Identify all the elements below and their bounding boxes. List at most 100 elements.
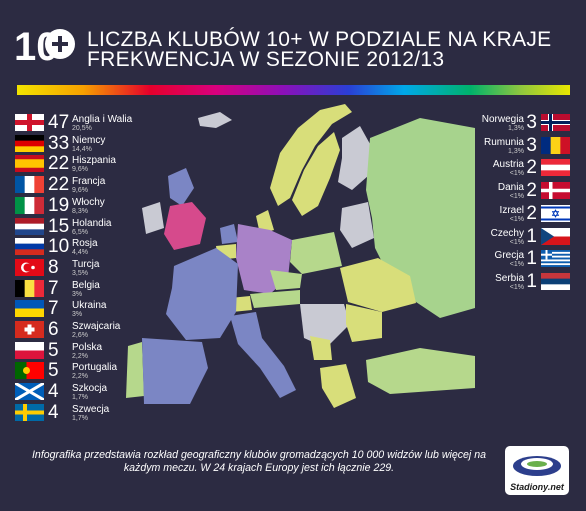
share-percent: 6,5% bbox=[72, 228, 88, 236]
country-row-ukraina: 7 Ukraina 3% bbox=[15, 298, 165, 320]
country-row-polska: 5 Polska 2,2% bbox=[15, 339, 165, 361]
country-row-serbia: 1 Serbia <1% bbox=[420, 272, 570, 291]
share-percent: 8,3% bbox=[72, 207, 88, 215]
country-row-portugalia: 5 Portugalia 2,2% bbox=[15, 360, 165, 382]
country-name: Czechy bbox=[490, 227, 524, 239]
club-count: 3 bbox=[526, 134, 537, 156]
page-title: LICZBA KLUBÓW 10+ W PODZIALE NA KRAJE bbox=[87, 28, 552, 51]
map-england bbox=[164, 202, 206, 250]
country-row-turcja: 8 Turcja 3,5% bbox=[15, 258, 165, 277]
share-percent: 4,4% bbox=[72, 249, 88, 257]
share-percent: 20,5% bbox=[72, 125, 92, 132]
club-count: 22 bbox=[48, 153, 70, 175]
country-name: Portugalia bbox=[72, 362, 118, 374]
country-row-holandia: 15 Holandia 6,5% bbox=[15, 215, 165, 237]
map-czech bbox=[270, 270, 302, 290]
country-name: Austria bbox=[492, 159, 524, 171]
country-name: Norwegia bbox=[481, 114, 524, 125]
flag-israel-icon bbox=[541, 204, 570, 222]
club-count: 2 bbox=[526, 202, 537, 224]
club-count: 33 bbox=[48, 132, 70, 154]
map-france bbox=[166, 248, 238, 340]
country-row-norwegia: 3 Norwegia 1,3% bbox=[420, 112, 570, 133]
share-percent: 1,7% bbox=[72, 394, 88, 402]
map-baltics bbox=[340, 202, 374, 248]
map-turkey bbox=[366, 348, 475, 394]
country-name: Ukraina bbox=[72, 300, 107, 312]
map-austria bbox=[250, 290, 300, 308]
country-row-belgia: 7 Belgia 3% bbox=[15, 277, 165, 299]
map-denmark bbox=[256, 210, 274, 234]
club-count: 2 bbox=[526, 180, 537, 202]
club-count: 15 bbox=[48, 215, 70, 237]
rainbow-bar bbox=[17, 85, 570, 95]
flag-portugal-icon bbox=[15, 362, 44, 380]
share-percent: 1,3% bbox=[508, 147, 524, 155]
flag-switzerland-icon bbox=[15, 321, 44, 338]
stadiony-logo bbox=[505, 446, 569, 495]
club-count: 2 bbox=[526, 157, 537, 179]
map-scotland bbox=[168, 168, 194, 206]
share-percent: <1% bbox=[509, 215, 524, 223]
country-row-szwecja: 4 Szwecja 1,7% bbox=[15, 401, 165, 423]
flag-poland-icon bbox=[15, 341, 44, 359]
country-row-dania: 2 Dania <1% bbox=[420, 180, 570, 202]
club-count: 7 bbox=[48, 298, 59, 320]
map-iceland bbox=[198, 112, 232, 128]
club-count: 10 bbox=[48, 236, 70, 258]
country-row-wlochy: 19 Włochy 8,3% bbox=[15, 194, 165, 216]
flag-netherlands-icon bbox=[15, 217, 44, 235]
map-italy bbox=[230, 312, 296, 398]
share-percent: 1,7% bbox=[72, 414, 88, 422]
share-percent: <1% bbox=[509, 170, 524, 178]
share-percent: 2,2% bbox=[72, 373, 88, 381]
country-name: Niemcy bbox=[72, 134, 106, 146]
flag-norway-icon bbox=[541, 114, 570, 131]
country-name: Belgia bbox=[72, 279, 100, 291]
flag-england-icon bbox=[15, 114, 44, 131]
country-row-francja: 22 Francja 9,6% bbox=[15, 174, 165, 196]
map-greece bbox=[320, 364, 356, 408]
map-sweden bbox=[292, 132, 340, 216]
share-percent: <1% bbox=[509, 238, 524, 246]
map-poland bbox=[290, 232, 342, 274]
country-row-szkocja: 4 Szkocja 1,7% bbox=[15, 382, 165, 402]
country-row-czechy: 1 Czechy <1% bbox=[420, 227, 570, 246]
country-name: Szkocja bbox=[72, 383, 108, 395]
country-name: Serbia bbox=[495, 272, 524, 284]
map-finland bbox=[338, 126, 370, 190]
country-name: Rumunia bbox=[483, 136, 524, 148]
flag-serbia-icon bbox=[541, 272, 570, 290]
country-row-rosja: 10 Rosja 4,4% bbox=[15, 236, 165, 258]
country-name: Hiszpania bbox=[72, 155, 116, 167]
club-count: 3 bbox=[526, 112, 537, 133]
club-count: 5 bbox=[48, 339, 59, 361]
flag-scotland-icon bbox=[15, 383, 44, 401]
club-count: 5 bbox=[48, 360, 59, 382]
country-name: Szwecja bbox=[72, 403, 110, 415]
country-name: Turcja bbox=[72, 258, 100, 270]
share-percent: <1% bbox=[509, 261, 524, 269]
country-name: Holandia bbox=[72, 217, 112, 229]
club-count: 19 bbox=[48, 194, 70, 216]
flag-turkey-icon bbox=[15, 258, 44, 276]
flag-italy-icon bbox=[15, 196, 44, 214]
country-name: Francja bbox=[72, 176, 106, 188]
country-name: Polska bbox=[72, 341, 103, 353]
flag-russia-icon bbox=[15, 238, 44, 256]
map-ireland bbox=[142, 202, 164, 234]
map-portugal bbox=[126, 342, 144, 398]
map-netherlands bbox=[220, 224, 238, 244]
country-row-rumunia: 3 Rumunia 1,3% bbox=[420, 134, 570, 156]
country-name: Dania bbox=[497, 182, 524, 194]
club-count: 4 bbox=[48, 401, 59, 423]
flag-romania-icon bbox=[541, 136, 570, 154]
flag-sweden-icon bbox=[15, 403, 44, 421]
club-count: 7 bbox=[48, 277, 59, 299]
country-row-hiszpania: 22 Hiszpania 9,6% bbox=[15, 153, 165, 175]
ten-plus-logo: 10 bbox=[14, 25, 75, 66]
share-percent: <1% bbox=[509, 193, 524, 201]
flag-denmark-icon bbox=[541, 182, 570, 200]
share-percent: 9,6% bbox=[72, 187, 88, 195]
club-count: 22 bbox=[48, 174, 70, 196]
